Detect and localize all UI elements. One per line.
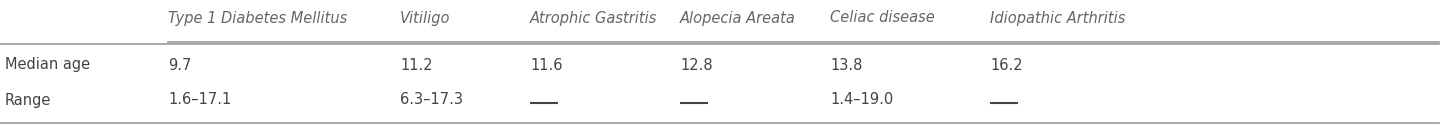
- Text: 9.7: 9.7: [168, 57, 192, 72]
- Text: Alopecia Areata: Alopecia Areata: [680, 10, 796, 25]
- Text: 16.2: 16.2: [991, 57, 1022, 72]
- Text: 12.8: 12.8: [680, 57, 713, 72]
- Text: 1.6–17.1: 1.6–17.1: [168, 92, 231, 107]
- Text: 11.6: 11.6: [530, 57, 563, 72]
- Text: Celiac disease: Celiac disease: [830, 10, 934, 25]
- Text: Vitiligo: Vitiligo: [400, 10, 451, 25]
- Text: Range: Range: [4, 92, 52, 107]
- Text: Median age: Median age: [4, 57, 90, 72]
- Text: 13.8: 13.8: [830, 57, 862, 72]
- Text: Type 1 Diabetes Mellitus: Type 1 Diabetes Mellitus: [168, 10, 347, 25]
- Text: 6.3–17.3: 6.3–17.3: [400, 92, 464, 107]
- Text: 1.4–19.0: 1.4–19.0: [830, 92, 894, 107]
- Text: 11.2: 11.2: [400, 57, 433, 72]
- Text: Idiopathic Arthritis: Idiopathic Arthritis: [991, 10, 1125, 25]
- Text: Atrophic Gastritis: Atrophic Gastritis: [530, 10, 657, 25]
